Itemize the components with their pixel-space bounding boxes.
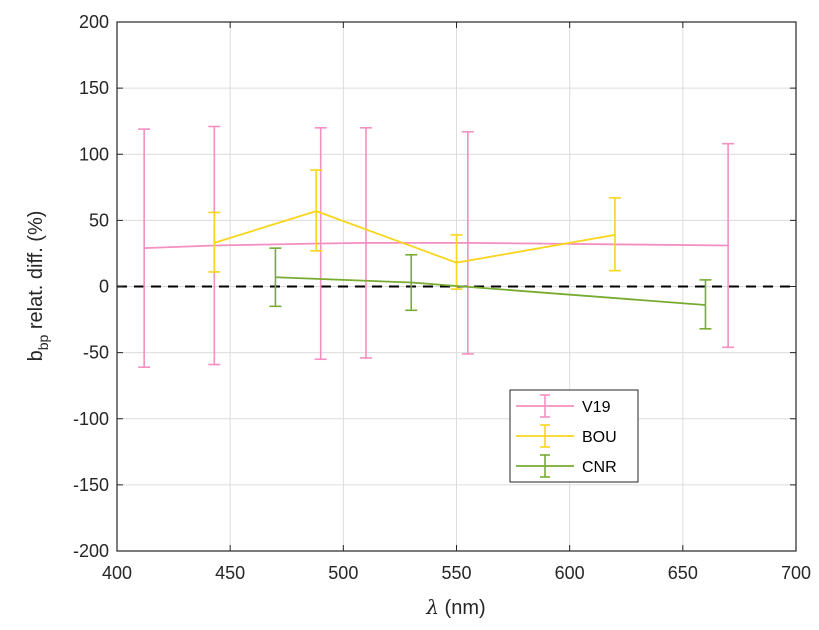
x-tick-label: 400 bbox=[102, 563, 132, 583]
y-tick-label: 200 bbox=[79, 12, 109, 32]
y-tick-label: -150 bbox=[73, 475, 109, 495]
x-tick-label: 600 bbox=[555, 563, 585, 583]
tick-marks bbox=[116, 21, 797, 552]
y-axis-label-sub: bp bbox=[35, 335, 51, 351]
series-cnr bbox=[269, 247, 712, 330]
x-axis-label-symbol: λ bbox=[425, 595, 439, 619]
y-tick-label: 0 bbox=[99, 277, 109, 297]
series-bou bbox=[208, 169, 621, 290]
legend-label-bou: BOU bbox=[582, 429, 617, 446]
y-axis-label-rest: relat. diff. (%) bbox=[25, 211, 47, 335]
x-axis-label-unit: (nm) bbox=[439, 597, 486, 619]
series-line-bou bbox=[214, 210, 616, 264]
legend-entry-bou: BOU bbox=[516, 424, 617, 448]
y-tick-label: -200 bbox=[73, 541, 109, 561]
y-tick-label: -100 bbox=[73, 409, 109, 429]
series-line-v19 bbox=[144, 241, 729, 250]
legend-entry-cnr: CNR bbox=[516, 454, 617, 478]
x-tick-labels: 400 450 500 550 600 650 700 bbox=[102, 563, 811, 583]
y-tick-label: 150 bbox=[79, 78, 109, 98]
y-axis-label: bbp relat. diff. (%) bbox=[25, 211, 51, 362]
x-tick-label: 700 bbox=[781, 563, 811, 583]
x-tick-label: 450 bbox=[215, 563, 245, 583]
x-axis-label: λ (nm) bbox=[425, 595, 485, 619]
series-line-cnr bbox=[275, 276, 706, 306]
legend-label-cnr: CNR bbox=[582, 459, 617, 476]
legend: V19 BOU CNR bbox=[509, 389, 639, 483]
series-layer bbox=[138, 125, 735, 368]
legend-entry-v19: V19 bbox=[516, 394, 611, 418]
x-tick-label: 550 bbox=[441, 563, 471, 583]
x-tick-label: 650 bbox=[668, 563, 698, 583]
y-tick-label: -50 bbox=[83, 343, 109, 363]
x-tick-label: 500 bbox=[328, 563, 358, 583]
y-axis-label-main: b bbox=[25, 350, 47, 361]
y-tick-labels: -200 -150 -100 -50 0 50 100 150 200 bbox=[73, 12, 109, 561]
legend-label-v19: V19 bbox=[582, 399, 611, 416]
y-tick-label: 50 bbox=[89, 210, 109, 230]
y-tick-label: 100 bbox=[79, 144, 109, 164]
